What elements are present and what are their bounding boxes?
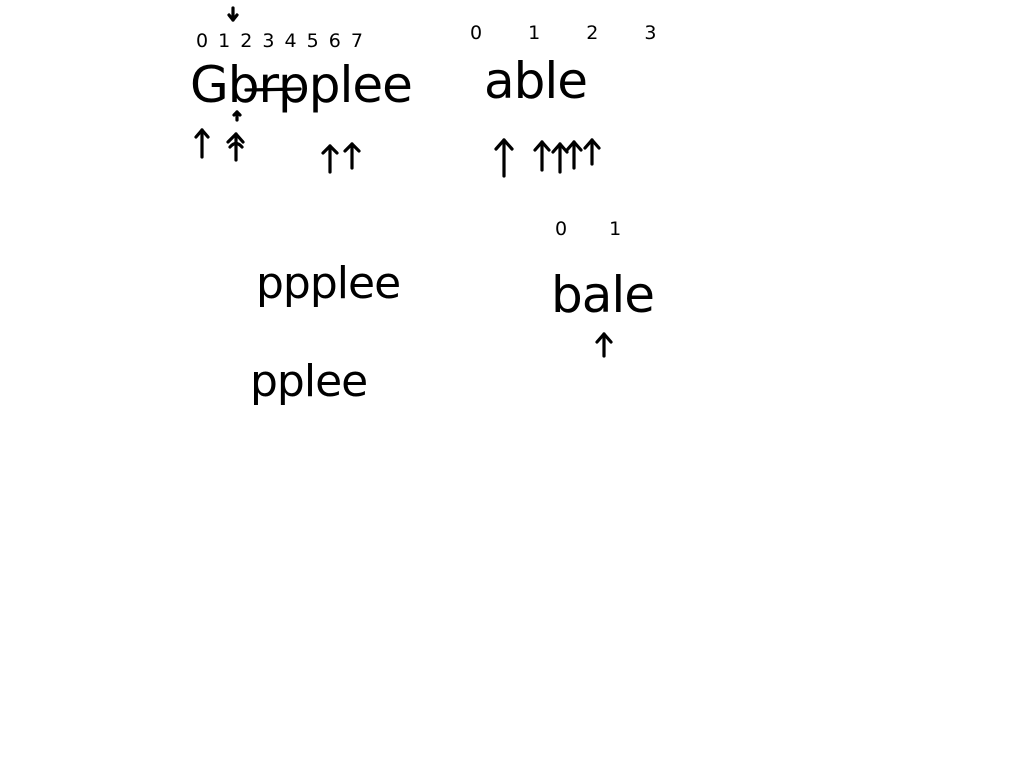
pointer-arrow-icon: [494, 138, 514, 178]
swap-word: bale: [551, 266, 655, 324]
pointer-arrow-icon: [533, 140, 551, 172]
pointer-arrow-icon: [583, 138, 601, 166]
swap-index-row: 0 1: [555, 218, 640, 240]
strike-line-icon: [244, 87, 302, 92]
right-word: able: [484, 52, 588, 110]
pointer-arrow-icon: [565, 140, 583, 170]
pointer-arrow-icon: [232, 110, 242, 122]
pointer-arrow-icon: [226, 132, 245, 162]
pointer-arrow-icon: [595, 332, 613, 358]
pointer-arrow-icon: [194, 128, 210, 159]
right-index-row: 0 1 2 3: [470, 22, 677, 44]
left-index-row: 0 1 2 3 4 5 6 7: [196, 30, 365, 52]
down-arrow-icon: [227, 6, 239, 22]
step-two-word: pplee: [250, 356, 368, 407]
pointer-arrow-icon: [551, 142, 569, 174]
pointer-arrow-icon: [343, 142, 361, 170]
step-one-word: ppplee: [256, 258, 401, 309]
left-word: Gbrpplee: [190, 56, 413, 114]
pointer-arrow-icon: [321, 144, 339, 174]
